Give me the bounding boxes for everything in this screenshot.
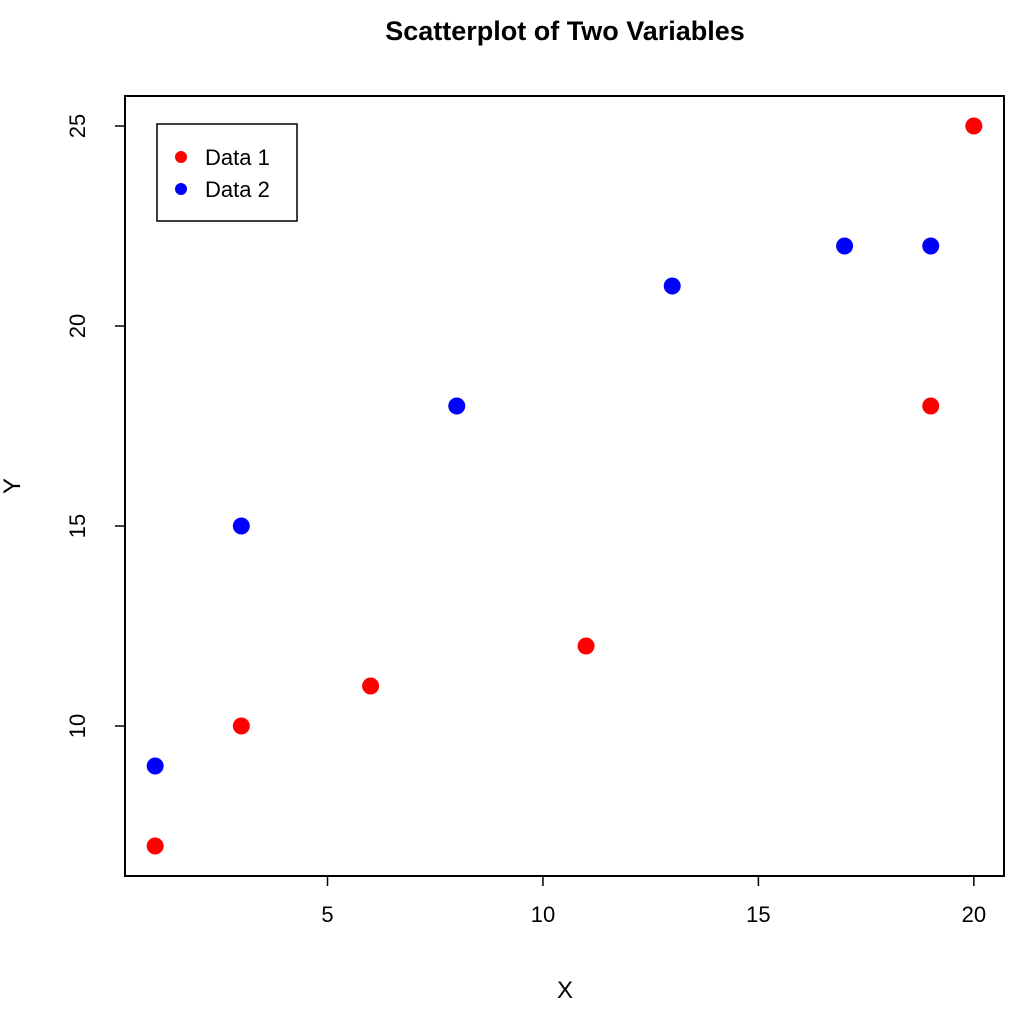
x-tick-label: 5 bbox=[321, 902, 333, 927]
x-tick-label: 20 bbox=[962, 902, 986, 927]
y-axis: 10 15 20 25 bbox=[65, 114, 126, 738]
data-point-series-1 bbox=[146, 837, 164, 855]
legend-label-data-2: Data 2 bbox=[205, 177, 270, 202]
x-tick-label: 15 bbox=[746, 902, 770, 927]
data-points bbox=[146, 117, 983, 855]
data-point-series-2 bbox=[448, 397, 466, 415]
chart-title: Scatterplot of Two Variables bbox=[385, 16, 745, 46]
data-point-series-2 bbox=[922, 237, 940, 255]
legend-label-data-1: Data 1 bbox=[205, 145, 270, 170]
y-tick-label: 20 bbox=[65, 314, 90, 338]
data-point-series-1 bbox=[965, 117, 983, 135]
data-point-series-1 bbox=[922, 397, 940, 415]
y-tick-label: 15 bbox=[65, 514, 90, 538]
y-axis-label: Y bbox=[0, 478, 26, 494]
data-point-series-2 bbox=[146, 757, 164, 775]
data-point-series-2 bbox=[232, 517, 250, 535]
legend-marker-data-1 bbox=[175, 151, 187, 163]
data-point-series-1 bbox=[362, 677, 380, 695]
data-point-series-2 bbox=[836, 237, 854, 255]
data-point-series-1 bbox=[577, 637, 595, 655]
legend-marker-data-2 bbox=[175, 183, 187, 195]
x-axis: 5 10 15 20 bbox=[321, 875, 986, 927]
x-axis-label: X bbox=[557, 977, 573, 1004]
data-point-series-2 bbox=[663, 277, 681, 295]
x-tick-label: 10 bbox=[531, 902, 555, 927]
y-tick-label: 25 bbox=[65, 114, 90, 138]
data-point-series-1 bbox=[232, 717, 250, 735]
legend-box bbox=[156, 123, 298, 222]
legend: Data 1 Data 2 bbox=[156, 123, 298, 222]
y-tick-label: 10 bbox=[65, 714, 90, 738]
